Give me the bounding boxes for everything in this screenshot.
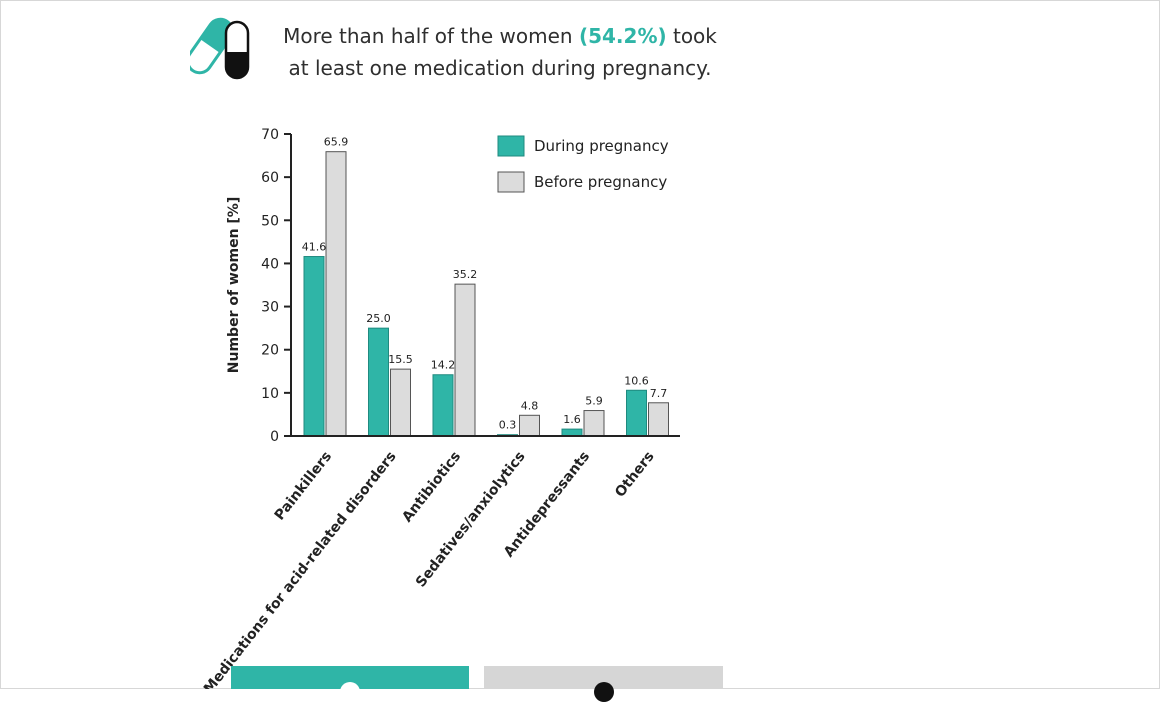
- bar-during-pregnancy: [626, 389, 647, 437]
- y-tick-label: 10: [261, 386, 279, 402]
- legend-swatch-before: [497, 171, 525, 193]
- headline-line-2: at least one medication during pregnancy…: [288, 56, 712, 80]
- y-tick-label: 30: [261, 300, 279, 316]
- headline-highlight: (54.2%): [578, 24, 667, 48]
- x-category-label: Sedatives/anxiolytics: [413, 449, 529, 591]
- y-tick-label: 20: [261, 343, 279, 359]
- y-tick-label: 70: [261, 127, 279, 143]
- person-head-icon: [340, 682, 360, 702]
- bar-during-pregnancy: [303, 256, 325, 437]
- data-label: 35.2: [453, 268, 478, 281]
- legend-swatch-during: [497, 135, 525, 157]
- bar-before-pregnancy: [519, 414, 540, 437]
- data-label: 5.9: [585, 395, 603, 408]
- data-label: 14.2: [431, 359, 456, 372]
- legend-label-before: Before pregnancy: [534, 173, 667, 191]
- bar-during-pregnancy: [368, 327, 389, 437]
- data-label: 7.7: [650, 387, 668, 400]
- y-tick-label: 50: [261, 213, 279, 229]
- y-tick-label: 60: [261, 170, 279, 186]
- bar-during-pregnancy: [432, 374, 454, 437]
- data-label: 1.6: [563, 413, 581, 426]
- x-category-label: Antibiotics: [399, 449, 464, 526]
- data-label: 41.6: [302, 241, 327, 254]
- data-label: 4.8: [521, 399, 539, 412]
- data-label: 15.5: [388, 353, 413, 366]
- y-axis-title: Number of women [%]: [226, 197, 242, 373]
- bar-before-pregnancy: [390, 368, 411, 437]
- bar-before-pregnancy: [583, 410, 605, 437]
- legend-label-during: During pregnancy: [534, 137, 669, 155]
- grey-panel: [484, 666, 723, 702]
- x-category-label: Others: [612, 449, 657, 501]
- data-label: 25.0: [366, 312, 391, 325]
- data-label: 65.9: [324, 136, 349, 149]
- bar-before-pregnancy: [454, 283, 476, 437]
- header: More than half of the women (54.2%) took…: [190, 14, 750, 84]
- bar-during-pregnancy: [561, 428, 583, 437]
- data-label: 10.6: [624, 374, 649, 387]
- y-tick-label: 0: [270, 429, 279, 445]
- bar-before-pregnancy: [325, 151, 347, 437]
- headline-line-1: More than half of the women (54.2%) took: [260, 20, 740, 52]
- pill-capsule-icon: [190, 17, 250, 80]
- headline: More than half of the women (54.2%) took…: [260, 20, 740, 84]
- x-category-label: Painkillers: [272, 449, 335, 524]
- data-label: 0.3: [499, 419, 517, 432]
- headline-text-1: More than half of the women: [283, 24, 579, 48]
- headline-text-2: took: [666, 24, 717, 48]
- person-head-icon: [593, 682, 614, 702]
- y-tick-label: 40: [261, 256, 279, 272]
- bar-before-pregnancy: [648, 402, 669, 437]
- teal-panel: [231, 666, 469, 702]
